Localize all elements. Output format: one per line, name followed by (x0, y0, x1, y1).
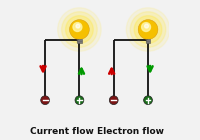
Bar (77, 39, 82, 43)
Circle shape (75, 96, 84, 105)
Circle shape (70, 20, 89, 39)
Circle shape (142, 23, 150, 32)
Text: Current flow: Current flow (30, 127, 94, 136)
Circle shape (134, 16, 162, 43)
Circle shape (109, 96, 118, 105)
Circle shape (138, 20, 158, 39)
Text: Electron flow: Electron flow (97, 127, 164, 136)
Circle shape (145, 24, 149, 28)
Circle shape (62, 12, 97, 47)
Circle shape (66, 16, 93, 43)
Circle shape (144, 96, 152, 105)
Circle shape (73, 23, 82, 32)
Circle shape (58, 8, 101, 51)
Circle shape (76, 24, 80, 28)
Bar (146, 39, 150, 43)
Circle shape (126, 8, 170, 51)
Circle shape (130, 12, 166, 47)
Circle shape (41, 96, 50, 105)
